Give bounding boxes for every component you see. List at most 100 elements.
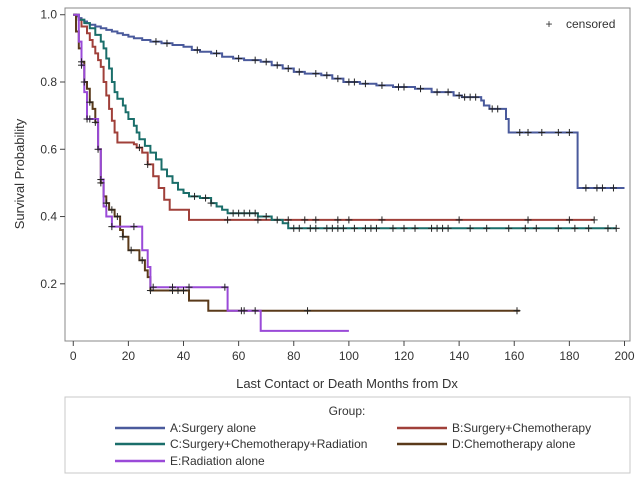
legend-item: B:Surgery+Chemotherapy — [397, 421, 591, 435]
x-tick-label: 100 — [339, 349, 359, 363]
censor-mark — [372, 224, 380, 232]
censor-mark — [97, 176, 105, 184]
censor-mark — [138, 256, 146, 264]
legend-item: D:Chemotherapy alone — [397, 437, 576, 451]
legend-label: D:Chemotherapy alone — [452, 437, 576, 451]
legend-item: A:Surgery alone — [115, 421, 256, 435]
censor-mark — [108, 206, 116, 214]
censored-legend: + censored — [545, 17, 615, 31]
censor-mark — [202, 194, 210, 202]
censor-mark — [191, 192, 199, 200]
censor-mark — [185, 283, 193, 291]
censor-mark — [554, 128, 562, 136]
censor-mark — [80, 78, 88, 86]
censor-mark — [350, 224, 358, 232]
censor-mark — [411, 224, 419, 232]
plot-area — [64, 7, 631, 342]
censor-mark — [224, 216, 232, 224]
x-axis-ticks: 0 20 40 60 80 100 120 140 160 180 200 — [70, 341, 635, 363]
censor-mark — [78, 61, 86, 69]
x-tick-label: 20 — [122, 349, 136, 363]
x-tick-label: 80 — [287, 349, 301, 363]
censor-mark — [235, 54, 243, 62]
censor-mark — [273, 61, 281, 69]
censor-mark — [524, 128, 532, 136]
censor-mark — [251, 209, 259, 217]
censor-mark — [94, 145, 102, 153]
censor-mark — [251, 56, 259, 64]
censor-mark — [609, 184, 617, 192]
censor-mark — [433, 88, 441, 96]
censor-mark — [378, 216, 386, 224]
censor-mark — [295, 68, 303, 76]
censor-mark — [455, 91, 463, 99]
x-tick-label: 0 — [70, 349, 77, 363]
x-tick-label: 200 — [614, 349, 634, 363]
censor-mark — [213, 49, 221, 57]
censor-mark — [334, 75, 342, 83]
censored-legend-label: censored — [566, 17, 615, 31]
censor-mark — [455, 216, 463, 224]
censor-mark — [513, 307, 521, 315]
censor-mark — [207, 199, 215, 207]
censor-mark — [163, 39, 171, 47]
censor-mark — [466, 224, 474, 232]
censor-mark — [532, 224, 540, 232]
censor-mark — [339, 224, 347, 232]
censor-mark — [554, 224, 562, 232]
series-line-c — [73, 13, 617, 230]
censor-mark — [538, 128, 546, 136]
legend-label: E:Radiation alone — [170, 454, 265, 468]
x-tick-label: 180 — [559, 349, 579, 363]
legend-frame — [64, 396, 631, 474]
censor-mark — [273, 216, 281, 224]
censor-marks — [78, 38, 620, 315]
censor-mark — [472, 93, 480, 101]
censor-mark — [585, 224, 593, 232]
censor-mark — [494, 105, 502, 113]
censor-mark — [334, 216, 342, 224]
censor-mark — [221, 283, 229, 291]
censor-mark — [483, 224, 491, 232]
censor-mark — [168, 283, 176, 291]
censor-mark — [312, 224, 320, 232]
legend-label: B:Surgery+Chemotherapy — [452, 421, 591, 435]
censor-mark — [193, 46, 201, 54]
censor-mark — [312, 70, 320, 78]
legend-label: C:Surgery+Chemotherapy+Radiation — [170, 437, 367, 451]
censor-mark — [127, 246, 135, 254]
x-tick-label: 140 — [449, 349, 469, 363]
censor-mark — [144, 160, 152, 168]
censor-mark — [378, 81, 386, 89]
legend-item: C:Surgery+Chemotherapy+Radiation — [115, 437, 367, 451]
censor-mark — [350, 78, 358, 86]
censor-mark — [304, 307, 312, 315]
censor-mark — [323, 71, 331, 79]
censor-mark — [604, 224, 612, 232]
y-tick-label: 0.4 — [40, 210, 57, 224]
censor-mark — [301, 216, 309, 224]
y-tick-label: 1.0 — [40, 8, 57, 22]
y-tick-label: 0.6 — [40, 142, 57, 156]
x-tick-label: 120 — [394, 349, 414, 363]
censor-mark — [240, 307, 248, 315]
censor-mark — [254, 216, 262, 224]
series-line-a — [73, 13, 625, 189]
censor-mark — [86, 115, 94, 123]
censor-mark — [612, 224, 620, 232]
censor-mark — [135, 144, 143, 152]
y-tick-label: 0.2 — [40, 277, 57, 291]
legend: A:Surgery alone B:Surgery+Chemotherapy C:S… — [115, 421, 591, 468]
censor-mark — [113, 213, 121, 221]
censor-mark — [312, 216, 320, 224]
censor-mark — [444, 88, 452, 96]
censor-mark — [102, 199, 110, 207]
censor-mark — [86, 98, 94, 106]
y-axis-ticks: 0.2 0.4 0.6 0.8 1.0 — [40, 8, 65, 291]
censor-mark — [565, 128, 573, 136]
y-tick-label: 0.8 — [40, 75, 57, 89]
censor-mark — [571, 224, 579, 232]
censor-mark — [590, 216, 598, 224]
censor-mark — [505, 224, 513, 232]
